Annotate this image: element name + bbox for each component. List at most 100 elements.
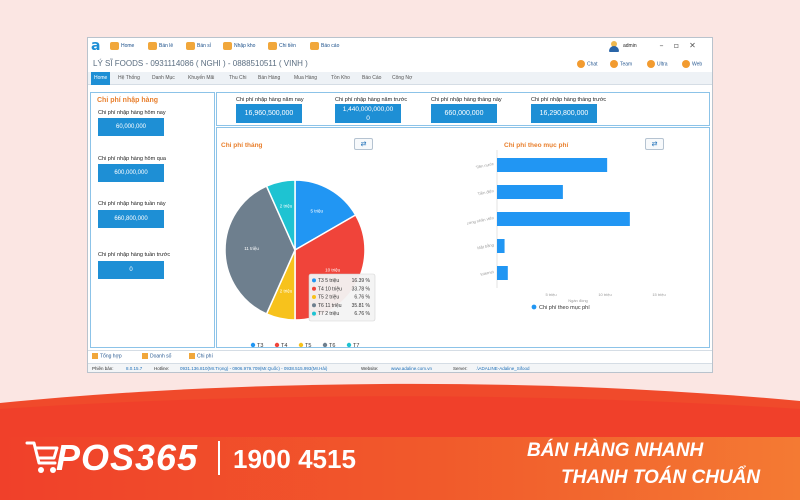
team-link[interactable]: Team	[610, 60, 632, 68]
kpi-value: 1,440,000,000,00	[342, 106, 394, 113]
bar-1[interactable]	[497, 185, 563, 199]
bar-3[interactable]	[497, 239, 505, 253]
tab-reports[interactable]: Báo Cáo	[362, 75, 382, 81]
tab-revenue[interactable]: Doanh số	[142, 353, 171, 359]
pie-tooltip: T3 5 triệu 16.39 % T4 10 triệu 33.78 % T5 2 …	[308, 273, 376, 322]
tooltip-percent: 33.78 %	[352, 286, 371, 292]
kpi-this-year-value: 16,960,500,000	[236, 104, 302, 123]
chat-link[interactable]: Chat	[577, 60, 598, 68]
slogan-line-2: THANH TOÁN CHUẨN	[561, 467, 761, 488]
chat-icon	[577, 60, 585, 68]
bar-chart: Tiền nước Tiền điện Lương nhân viên Mặt bằn…	[467, 150, 666, 311]
tab-home[interactable]: Home	[91, 72, 111, 85]
minimize-icon[interactable]: –	[659, 41, 664, 50]
kpi-this-week-label: Chi phí nhập hàng tuần này	[98, 201, 166, 207]
grid-icon	[142, 353, 148, 359]
link-label: Chat	[587, 61, 598, 68]
toolbar-retail[interactable]: Bán lẻ	[148, 41, 173, 52]
team-icon	[610, 60, 618, 68]
bar-4[interactable]	[497, 266, 508, 280]
warehouse-icon	[223, 41, 232, 50]
tooltip-dot	[312, 295, 316, 299]
kpi-value: 16,290,800,000	[539, 110, 589, 117]
tab-purchase[interactable]: Mua Hàng	[294, 75, 318, 81]
bar-legend-dot	[531, 304, 537, 310]
tab-promotion[interactable]: Khuyến Mãi	[188, 75, 215, 81]
kpi-this-month-label: Chi phí nhập hàng tháng này	[431, 97, 502, 103]
toolbar-home[interactable]: Home	[110, 41, 134, 52]
pie-slice-t6[interactable]	[224, 185, 296, 315]
tab-label: Tổng hợp	[100, 353, 122, 360]
top-toolbar: a Home Bán lẻ Bán sỉ Nhập kho Chi tiền B…	[88, 38, 712, 54]
tooltip-percent: 6.76 %	[354, 311, 370, 317]
cart-icon	[148, 41, 157, 50]
pie-slice-t3[interactable]	[294, 179, 357, 252]
toolbar-wholesale[interactable]: Bán sỉ	[186, 41, 211, 52]
bar-2[interactable]	[497, 212, 630, 226]
tooltip-dot	[312, 311, 316, 316]
tooltip-dot	[312, 303, 316, 308]
toolbar-label: Bán lẻ	[159, 43, 174, 49]
website-link[interactable]: www.adaline.com.vn	[391, 366, 433, 371]
bar-tick-label: 5 triệu	[545, 292, 556, 297]
user-avatar-icon[interactable]	[609, 41, 619, 52]
pie-slice-label: 2 triệu	[280, 288, 293, 293]
panel-title: Chi phí nhập hàng	[97, 97, 159, 104]
bar-category-label: Tiền nước	[475, 161, 494, 170]
tab-inventory[interactable]: Tồn Kho	[331, 75, 350, 81]
pie-slice-t7[interactable]	[265, 179, 296, 251]
bar-refresh-button[interactable]: ⇄	[645, 138, 664, 150]
bar-legend-label: Chi phí theo mục phí	[539, 305, 590, 311]
pie-slice-label: 5 triệu	[310, 208, 323, 213]
tab-summary[interactable]: Tổng hợp	[92, 353, 122, 359]
slogan-line-1: BÁN HÀNG NHANH	[527, 440, 704, 461]
kpi-value-wrap: 0	[366, 115, 370, 122]
kpi-this-month-value: 660,000,000	[431, 104, 497, 123]
username[interactable]: admin	[623, 43, 637, 49]
toolbar-label: Home	[121, 43, 135, 49]
kpi-today-value: 60,000,000	[98, 118, 164, 136]
cart-icon	[186, 41, 195, 50]
kpi-last-year-label: Chi phí nhập hàng năm trước	[335, 97, 408, 103]
pie-chart: 5 triệu 10 triệu 2 triệu 11 triệu 2 triệu T3 …	[224, 179, 376, 349]
ultra-icon	[647, 60, 655, 68]
toolbar-import[interactable]: Nhập kho	[223, 41, 255, 52]
bottom-tabs: Tổng hợp Doanh số Chi phí	[88, 350, 712, 362]
tooltip-dot	[312, 286, 316, 291]
refresh-icon: ⇄	[651, 140, 658, 148]
tab-cashflow[interactable]: Thu Chi	[229, 75, 247, 81]
toolbar-expense[interactable]: Chi tiền	[268, 41, 296, 52]
import-cost-panel: Chi phí nhập hàng Chi phí nhập hàng hôm …	[90, 92, 215, 348]
grid-icon	[92, 353, 98, 359]
bar-category-label: Lương nhân viên	[467, 215, 494, 226]
server-value: .\ADALINE-Adaline_Sifood	[476, 366, 530, 371]
kpi-value: 16,960,500,000	[244, 110, 294, 117]
ultra-link[interactable]: Ultra	[647, 60, 668, 68]
link-label: Team	[620, 61, 633, 68]
money-icon	[268, 41, 277, 50]
close-icon[interactable]: ✕	[689, 41, 696, 50]
version-value: 8.0.15.7	[126, 366, 143, 371]
website-label: Website:	[361, 366, 379, 371]
brand-name: POS365	[56, 437, 199, 478]
pie-slice-label: 10 triệu	[325, 268, 341, 273]
pie-refresh-button[interactable]: ⇄	[354, 138, 373, 150]
toolbar-report[interactable]: Báo cáo	[310, 41, 339, 52]
tab-sales[interactable]: Bán Hàng	[258, 75, 281, 81]
kpi-today-label: Chi phí nhập hàng hôm nay	[98, 110, 166, 116]
tab-expenses[interactable]: Chi phí	[189, 353, 213, 359]
web-icon	[682, 60, 690, 68]
tab-debt[interactable]: Công Nợ	[392, 75, 413, 81]
grid-icon	[189, 353, 195, 359]
chart-panel: Chi phí tháng ⇄ 5 triệu 10 triệu 2 triệu 11…	[216, 127, 710, 349]
tooltip-label: T7 2 triệu	[318, 311, 339, 317]
link-label: Web	[692, 61, 703, 68]
pie-chart-title: Chi phí tháng	[221, 142, 263, 149]
bar-0[interactable]	[497, 158, 608, 172]
toolbar-label: Bán sỉ	[197, 43, 211, 49]
tab-catalog[interactable]: Danh Mục	[152, 75, 175, 81]
tab-system[interactable]: Hệ Thống	[118, 75, 140, 81]
adaline-logo: a	[91, 38, 101, 54]
restore-icon[interactable]: ▫	[673, 41, 680, 50]
web-link[interactable]: Web	[682, 60, 702, 68]
